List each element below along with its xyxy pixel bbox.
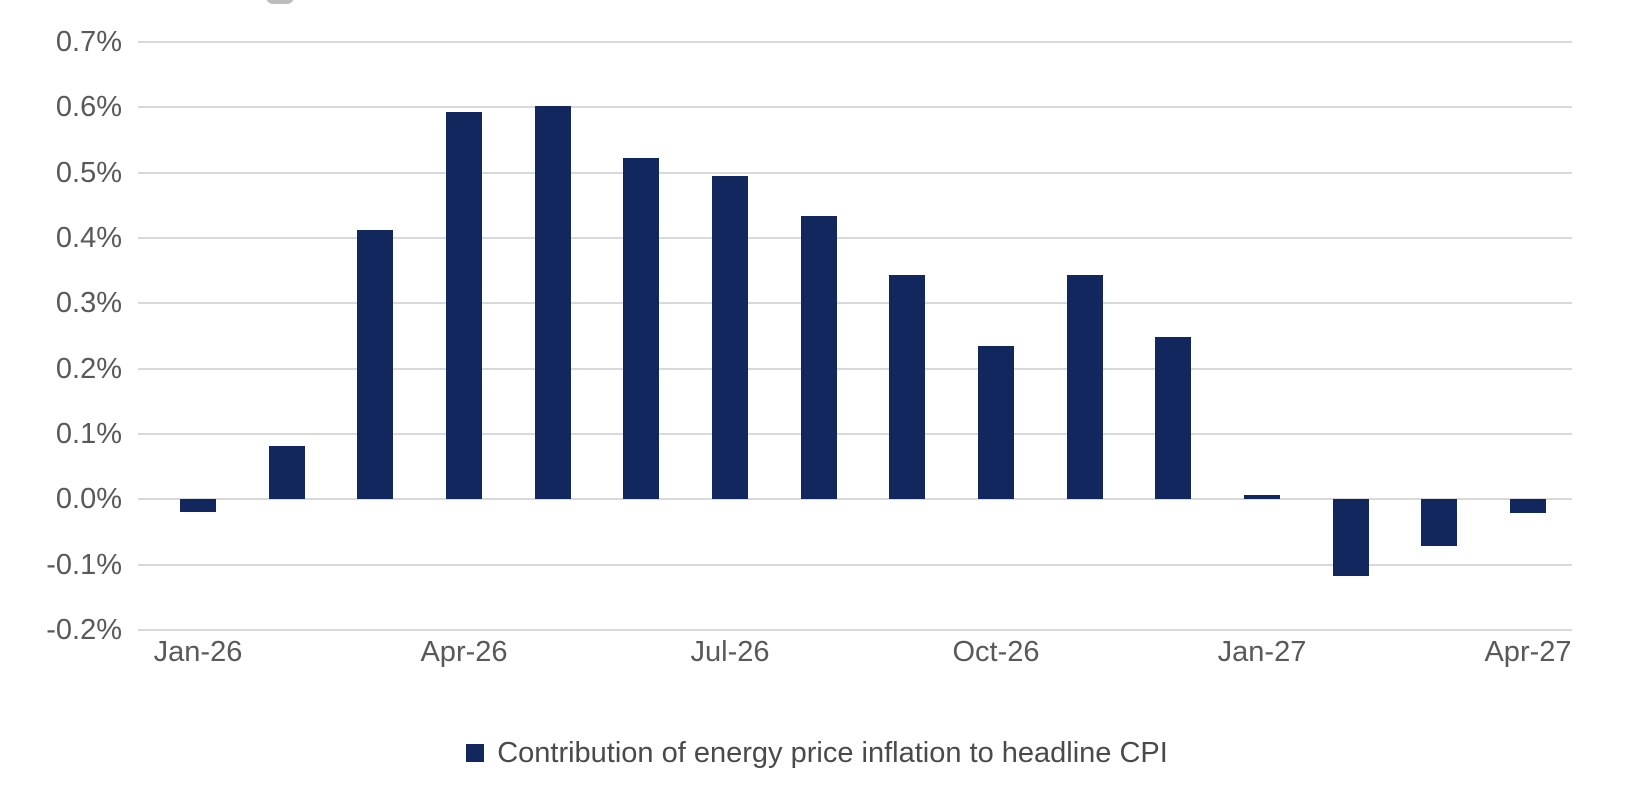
y-tick-label: 0.5% [55, 156, 122, 189]
bar-Jul-26 [712, 175, 748, 500]
bar-Jan-27 [1244, 495, 1280, 500]
bar-Feb-26 [268, 445, 305, 500]
bar-Sep-26 [889, 274, 926, 500]
gridline [138, 41, 1572, 43]
cropped-title-text-fragment [266, 0, 294, 4]
bar-Aug-26 [800, 215, 837, 500]
y-tick-label: -0.2% [46, 614, 122, 646]
bar-May-26 [534, 106, 571, 500]
gridline [138, 106, 1572, 109]
x-tick-label: Apr-26 [420, 636, 508, 668]
y-tick-label: 0.2% [55, 352, 122, 385]
y-tick-label: 0.3% [55, 287, 122, 320]
x-tick-label: Jan-27 [1217, 636, 1307, 668]
bar-Dec-26 [1155, 337, 1192, 500]
gridline [138, 498, 1572, 501]
bar-Oct-26 [978, 345, 1014, 500]
bar-Mar-26 [357, 229, 394, 500]
y-tick-label: 0.0% [55, 483, 122, 516]
x-tick-label: Jan-26 [153, 636, 243, 668]
y-tick-label: 0.7% [55, 26, 122, 58]
y-tick-label: -0.1% [46, 548, 122, 581]
bar-Jun-26 [623, 157, 660, 500]
legend: Contribution of energy price inflation t… [0, 736, 1634, 770]
legend-label: Contribution of energy price inflation t… [497, 737, 1168, 769]
gridline [138, 367, 1572, 370]
bar-Feb-27 [1332, 499, 1369, 577]
bar-Jan-26 [180, 499, 216, 513]
bar-Nov-26 [1066, 275, 1103, 500]
x-tick-label: Oct-26 [952, 636, 1040, 668]
gridline [138, 629, 1572, 631]
gridline [138, 433, 1572, 435]
bar-Apr-27 [1510, 499, 1546, 514]
y-tick-label: 0.6% [55, 91, 122, 124]
y-tick-label: 0.4% [55, 222, 122, 254]
bar-Apr-26 [446, 111, 482, 500]
y-tick-label: 0.1% [55, 418, 122, 450]
legend-marker-square [466, 744, 485, 762]
gridline [138, 302, 1572, 305]
x-tick-label: Apr-27 [1484, 636, 1572, 668]
x-tick-label: Jul-26 [690, 636, 770, 668]
gridline [138, 171, 1572, 174]
gridline [138, 237, 1572, 239]
gridline [138, 563, 1572, 566]
bar-Mar-27 [1421, 499, 1458, 547]
